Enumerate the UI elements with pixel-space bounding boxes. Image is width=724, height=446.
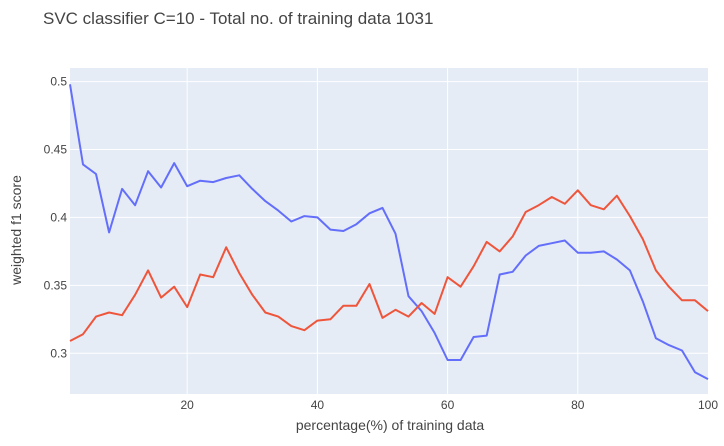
y-tick-label: 0.45 xyxy=(44,143,68,157)
x-tick-label: 40 xyxy=(311,398,325,412)
chart-title: SVC classifier C=10 - Total no. of train… xyxy=(43,9,433,28)
x-tick-label: 80 xyxy=(571,398,585,412)
y-tick-label: 0.5 xyxy=(50,75,67,89)
tick-labels: 20 40 60 80 100 0.3 0.35 0.4 0.45 0.5 xyxy=(44,75,719,412)
y-tick-label: 0.4 xyxy=(50,210,67,224)
x-axis-title: percentage(%) of training data xyxy=(296,417,485,433)
series-line-2 xyxy=(69,189,709,342)
y-axis-title: weighted f1 score xyxy=(8,175,24,286)
series-line-1 xyxy=(69,84,709,380)
series-layer xyxy=(69,84,709,380)
y-tick-label: 0.35 xyxy=(44,278,68,292)
x-tick-label: 100 xyxy=(698,398,718,412)
y-tick-label: 0.3 xyxy=(50,346,67,360)
grid-lines xyxy=(70,68,708,394)
plot-area xyxy=(70,68,708,394)
x-tick-label: 60 xyxy=(441,398,455,412)
x-tick-label: 20 xyxy=(181,398,195,412)
